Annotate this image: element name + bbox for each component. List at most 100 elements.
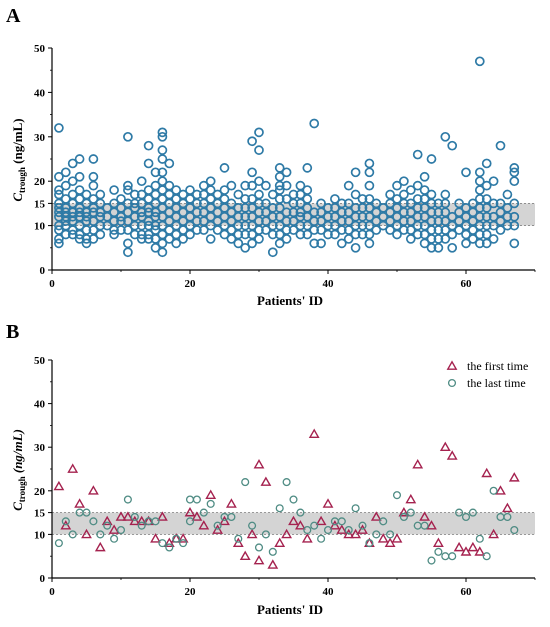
data-point — [54, 171, 64, 182]
data-point — [419, 238, 430, 249]
data-point-last-time — [110, 534, 119, 543]
data-point — [330, 211, 340, 222]
data-point — [281, 167, 292, 178]
data-point — [102, 211, 113, 222]
data-point-last-time — [323, 525, 333, 535]
panel-b-legend: the first time the last time — [446, 359, 528, 390]
data-point — [233, 229, 244, 240]
data-point — [364, 194, 375, 204]
data-point — [254, 145, 264, 155]
data-point — [178, 189, 188, 200]
data-point — [447, 140, 458, 151]
data-point — [254, 198, 264, 209]
data-point — [426, 198, 437, 209]
data-point — [267, 229, 278, 240]
data-point — [488, 211, 499, 222]
data-point — [205, 194, 216, 204]
data-point — [481, 211, 492, 222]
data-point — [88, 202, 99, 213]
data-point — [399, 225, 409, 235]
data-point — [392, 202, 402, 213]
data-point — [247, 238, 257, 249]
data-point — [447, 220, 458, 231]
data-point — [316, 207, 326, 218]
data-point-last-time — [510, 525, 519, 535]
data-point — [426, 216, 437, 227]
data-point — [88, 194, 99, 204]
data-point — [205, 185, 216, 195]
data-point — [274, 171, 285, 182]
legend-circle-marker — [447, 378, 457, 388]
data-point — [364, 167, 375, 178]
data-point — [509, 198, 520, 209]
data-point — [399, 198, 409, 209]
data-point — [164, 198, 175, 209]
data-point — [371, 198, 382, 209]
data-point — [295, 211, 306, 222]
data-point-last-time — [254, 543, 264, 552]
panel-b-letter: B — [6, 321, 19, 343]
data-point — [392, 194, 402, 204]
x-tick-label: 40 — [323, 586, 335, 598]
data-point — [60, 202, 71, 213]
data-point-last-time — [358, 521, 367, 530]
data-point — [192, 225, 202, 235]
data-point — [67, 225, 78, 235]
data-point — [357, 194, 368, 204]
data-point — [178, 234, 188, 244]
data-point — [60, 194, 71, 204]
data-point — [143, 207, 154, 218]
data-point-last-time — [261, 530, 270, 539]
data-point — [316, 238, 326, 249]
data-point — [357, 220, 368, 231]
y-tick-label: 15 — [34, 508, 46, 520]
data-point — [440, 198, 451, 209]
data-point — [247, 202, 257, 213]
data-point — [399, 176, 409, 187]
data-point — [212, 198, 223, 209]
data-point — [116, 225, 126, 235]
data-point — [281, 216, 292, 227]
data-point — [468, 207, 478, 218]
data-point — [378, 202, 389, 213]
data-point — [240, 220, 251, 231]
data-point-first-time — [150, 533, 161, 543]
data-point — [212, 225, 223, 235]
data-point — [88, 154, 99, 164]
data-point — [419, 220, 430, 231]
data-point — [116, 211, 126, 222]
data-point-first-time — [281, 528, 293, 539]
data-point — [192, 207, 202, 218]
data-point-first-time — [495, 485, 506, 495]
data-point — [440, 189, 451, 200]
data-point — [136, 198, 147, 209]
data-point — [405, 185, 416, 195]
data-point — [281, 207, 292, 218]
data-point-first-time — [343, 528, 355, 539]
data-point — [198, 189, 209, 200]
data-point — [157, 145, 168, 155]
data-point — [240, 202, 251, 213]
data-point — [412, 229, 423, 240]
data-point — [454, 207, 464, 218]
data-point — [364, 202, 375, 213]
panel-b-x-ticks: 0 20 40 60 — [49, 578, 536, 598]
data-point — [509, 211, 520, 222]
data-point — [198, 180, 209, 191]
data-point — [336, 238, 347, 249]
data-point — [468, 234, 478, 244]
data-point — [129, 220, 140, 231]
data-point — [330, 194, 340, 204]
data-point-first-time — [405, 493, 417, 504]
data-point — [378, 220, 389, 231]
data-point-last-time — [448, 552, 457, 561]
panel-b-y-title-sub: trough — [17, 476, 27, 502]
data-point-first-time — [432, 537, 444, 547]
data-point — [67, 176, 78, 187]
data-point — [247, 211, 257, 222]
data-point-first-time — [439, 441, 451, 452]
data-point — [164, 207, 175, 218]
data-point-last-time — [241, 478, 250, 487]
data-point — [247, 180, 257, 191]
y-tick-label: 30 — [34, 442, 46, 454]
